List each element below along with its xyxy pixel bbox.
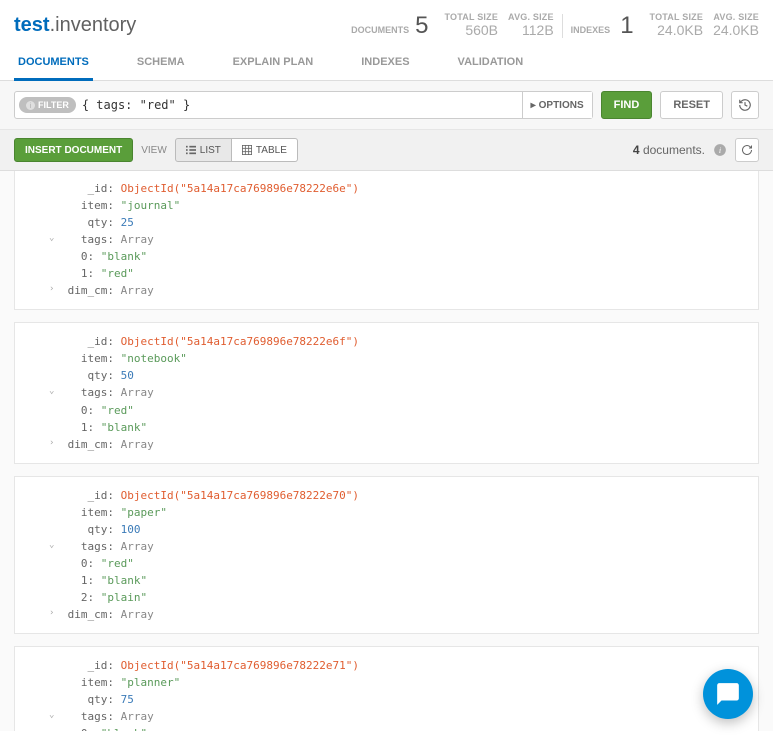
idx-total-size: 24.0KB: [650, 22, 704, 38]
doc-field-line: _id: ObjectId("5a14a17ca769896e78222e6f"…: [61, 333, 748, 350]
doc-field-line: _id: ObjectId("5a14a17ca769896e78222e6e"…: [61, 180, 748, 197]
doc-field-line: › dim_cm: Array: [61, 606, 748, 623]
documents-list: _id: ObjectId("5a14a17ca769896e78222e6e"…: [0, 171, 773, 731]
filter-box: i FILTER ▸ OPTIONS: [14, 91, 593, 119]
doc-field-line: 1: "red": [61, 265, 748, 282]
query-bar: i FILTER ▸ OPTIONS FIND RESET: [0, 81, 773, 130]
history-icon: [738, 98, 752, 112]
tab-validation[interactable]: VALIDATION: [454, 46, 528, 81]
doc-field-line: _id: ObjectId("5a14a17ca769896e78222e71"…: [61, 657, 748, 674]
db-name: test: [14, 14, 50, 36]
toolbar: INSERT DOCUMENT VIEW LIST TABLE 4 docume…: [0, 130, 773, 171]
caret-right-icon[interactable]: ›: [49, 437, 54, 451]
caret-down-icon[interactable]: ⌄: [49, 385, 54, 399]
doc-field-line: item: "planner": [61, 674, 748, 691]
doc-field-line: ⌄ tags: Array: [61, 231, 748, 248]
docs-avg-size-label: AVG. SIZE: [508, 12, 554, 22]
idx-avg-size: 24.0KB: [713, 22, 759, 38]
collection-name: inventory: [55, 14, 136, 36]
docs-avg-size: 112B: [508, 22, 554, 38]
doc-field-line: 1: "blank": [61, 572, 748, 589]
doc-field-line: 0: "blank": [61, 248, 748, 265]
doc-field-line: qty: 100: [61, 521, 748, 538]
caret-down-icon[interactable]: ⌄: [49, 539, 54, 553]
doc-field-line: qty: 75: [61, 691, 748, 708]
doc-field-line: qty: 25: [61, 214, 748, 231]
idx-label: INDEXES: [571, 25, 611, 38]
caret-right-icon: ▸: [531, 100, 536, 111]
doc-field-line: ⌄ tags: Array: [61, 538, 748, 555]
doc-field-line: item: "notebook": [61, 350, 748, 367]
tabs: DOCUMENTS SCHEMA EXPLAIN PLAN INDEXES VA…: [0, 46, 773, 81]
refresh-icon: [741, 144, 753, 156]
doc-field-line: 0: "red": [61, 555, 748, 572]
idx-avg-size-label: AVG. SIZE: [713, 12, 759, 22]
caret-right-icon[interactable]: ›: [49, 607, 54, 621]
document-card[interactable]: _id: ObjectId("5a14a17ca769896e78222e70"…: [14, 476, 759, 634]
view-list-button[interactable]: LIST: [175, 138, 232, 162]
list-icon: [186, 145, 196, 155]
result-count: 4 documents.: [633, 143, 705, 157]
doc-field-line: › dim_cm: Array: [61, 282, 748, 299]
doc-field-line: item: "journal": [61, 197, 748, 214]
tab-indexes[interactable]: INDEXES: [357, 46, 413, 81]
view-list-label: LIST: [200, 145, 221, 156]
collection-title: test.inventory: [14, 14, 136, 37]
doc-field-line: 0: "blank": [61, 725, 748, 731]
table-icon: [242, 145, 252, 155]
header-stats: DOCUMENTS 5 TOTAL SIZE 560B AVG. SIZE 11…: [351, 12, 759, 38]
idx-total-size-label: TOTAL SIZE: [650, 12, 704, 22]
options-button[interactable]: ▸ OPTIONS: [522, 92, 592, 118]
idx-count: 1: [620, 14, 633, 38]
doc-field-line: 0: "red": [61, 402, 748, 419]
options-label: OPTIONS: [539, 100, 584, 111]
doc-field-line: ⌄ tags: Array: [61, 384, 748, 401]
filter-input[interactable]: [76, 98, 522, 112]
doc-field-line: › dim_cm: Array: [61, 436, 748, 453]
insert-document-button[interactable]: INSERT DOCUMENT: [14, 138, 133, 162]
docs-count: 5: [415, 14, 428, 38]
view-table-button[interactable]: TABLE: [232, 138, 298, 162]
doc-field-line: item: "paper": [61, 504, 748, 521]
chat-button[interactable]: [703, 669, 753, 719]
doc-field-line: _id: ObjectId("5a14a17ca769896e78222e70"…: [61, 487, 748, 504]
chat-icon: [715, 681, 741, 707]
caret-down-icon[interactable]: ⌄: [49, 709, 54, 723]
docs-total-size: 560B: [445, 22, 499, 38]
filter-pill[interactable]: i FILTER: [19, 97, 76, 113]
doc-field-line: ⌄ tags: Array: [61, 708, 748, 725]
refresh-button[interactable]: [735, 138, 759, 162]
document-card[interactable]: _id: ObjectId("5a14a17ca769896e78222e6f"…: [14, 322, 759, 463]
tab-explain[interactable]: EXPLAIN PLAN: [229, 46, 318, 81]
info-icon[interactable]: i: [713, 143, 727, 157]
document-card[interactable]: _id: ObjectId("5a14a17ca769896e78222e71"…: [14, 646, 759, 731]
doc-field-line: 2: "plain": [61, 589, 748, 606]
svg-text:i: i: [30, 101, 32, 110]
tab-schema[interactable]: SCHEMA: [133, 46, 189, 81]
tab-documents[interactable]: DOCUMENTS: [14, 46, 93, 81]
history-button[interactable]: [731, 91, 759, 119]
info-icon: i: [26, 101, 35, 110]
filter-label: FILTER: [38, 100, 69, 110]
caret-down-icon[interactable]: ⌄: [49, 232, 54, 246]
reset-button[interactable]: RESET: [660, 91, 723, 119]
caret-right-icon[interactable]: ›: [49, 283, 54, 297]
doc-field-line: 1: "blank": [61, 419, 748, 436]
doc-field-line: qty: 50: [61, 367, 748, 384]
view-table-label: TABLE: [256, 145, 287, 156]
view-label: VIEW: [141, 145, 167, 156]
document-card[interactable]: _id: ObjectId("5a14a17ca769896e78222e6e"…: [14, 171, 759, 310]
docs-label: DOCUMENTS: [351, 25, 409, 38]
find-button[interactable]: FIND: [601, 91, 653, 119]
docs-total-size-label: TOTAL SIZE: [445, 12, 499, 22]
